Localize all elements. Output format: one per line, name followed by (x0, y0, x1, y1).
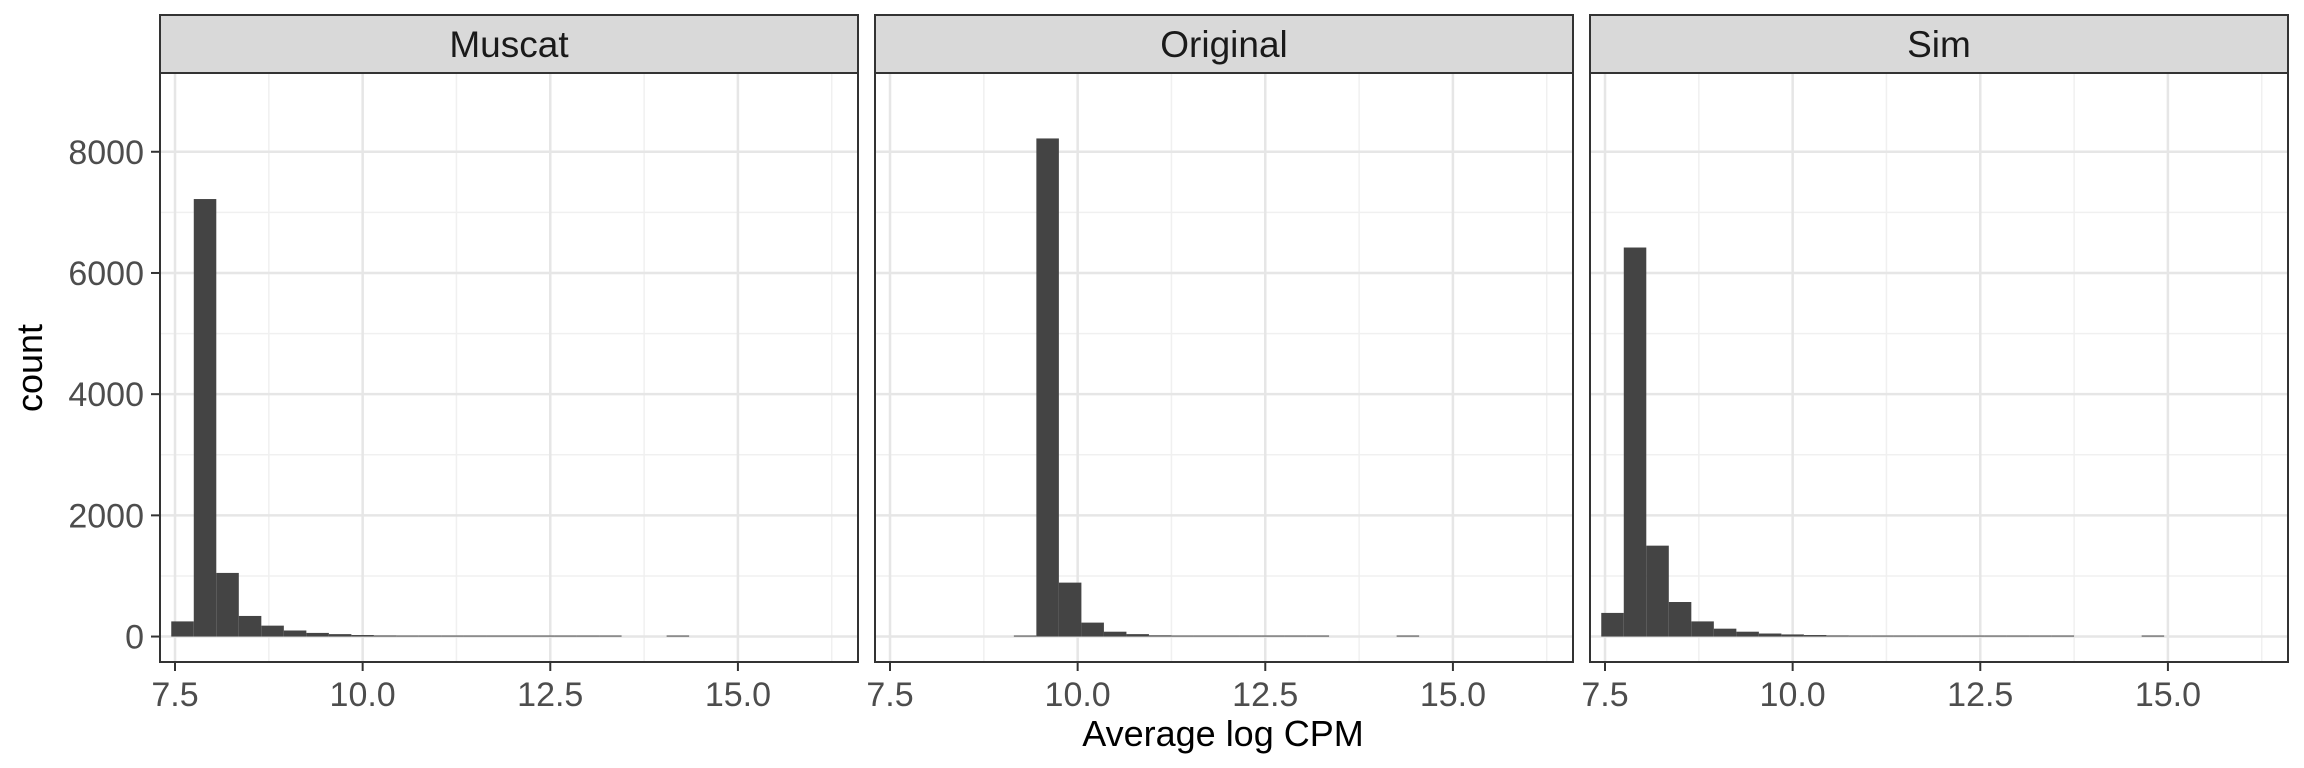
x-tick-label: 12.5 (1232, 676, 1298, 714)
histogram-bar (1848, 635, 1872, 637)
x-tick-label: 7.5 (1581, 676, 1628, 714)
x-tick-label: 15.0 (2135, 676, 2201, 714)
x-tick-label: 7.5 (151, 676, 198, 714)
histogram-bar (351, 635, 374, 637)
histogram-bar (1036, 138, 1059, 637)
histogram-bar (1893, 635, 1917, 637)
histogram-bar (1058, 582, 1082, 637)
histogram-bar (2006, 635, 2030, 637)
histogram-bar (1193, 635, 1217, 637)
facet-strip (874, 14, 1574, 74)
histogram-bar (1216, 635, 1240, 637)
histogram-bar (1601, 612, 1624, 637)
histogram-bar (1781, 634, 1804, 637)
y-tick-label: 0 (125, 619, 144, 657)
histogram-bar (418, 635, 442, 637)
histogram-bar (396, 635, 419, 637)
y-tick-label: 8000 (68, 134, 144, 172)
histogram-bar (576, 635, 600, 637)
histogram-bar (1916, 635, 1939, 637)
histogram-bar (1668, 602, 1692, 637)
facet-panel-sim: Sim 7.5 10.0 12.5 15.0 (1581, 14, 2289, 714)
histogram-bar (328, 634, 352, 637)
histogram-bar (1148, 635, 1172, 637)
histogram-bar (1103, 631, 1127, 637)
facet-strip (1589, 14, 2289, 74)
plot-background (875, 73, 1573, 662)
x-tick-label: 15.0 (705, 676, 771, 714)
histogram-bar (1081, 622, 1104, 637)
x-tick-label: 12.5 (517, 676, 583, 714)
histogram-bar (1691, 621, 1714, 637)
histogram-bar (1126, 634, 1149, 637)
facet-panel-original: Original 7.5 10.0 12.5 15.0 (866, 14, 1574, 714)
histogram-bar (1646, 545, 1669, 637)
histogram-bar (1713, 628, 1737, 637)
histogram-bar (486, 635, 509, 637)
histogram-bar (1171, 635, 1194, 637)
histogram-bar (306, 632, 329, 637)
facet-strip-label: Sim (1907, 24, 1971, 65)
facet-strip-label: Muscat (449, 24, 569, 65)
histogram-bar (373, 635, 397, 637)
plot-background (1590, 73, 2288, 662)
histogram-bar (261, 625, 284, 637)
histogram-bar (2141, 635, 2165, 637)
histogram-bar (1396, 635, 1420, 637)
histogram-bar (599, 635, 622, 637)
histogram-bar (509, 635, 532, 637)
x-tick-label: 10.0 (330, 676, 396, 714)
histogram-bar (2029, 635, 2052, 637)
histogram-bar (463, 635, 487, 637)
x-tick-label: 12.5 (1947, 676, 2013, 714)
histogram-bar (1939, 635, 1962, 637)
y-axis: 0 2000 4000 6000 8000 (68, 134, 160, 657)
histogram-bar (193, 199, 217, 637)
x-tick-label: 7.5 (866, 676, 913, 714)
histogram-bar (1961, 635, 1985, 637)
histogram-bar (531, 635, 555, 637)
x-axis-title: Average log CPM (1082, 713, 1363, 754)
facet-panel-muscat: Muscat 7.5 10.0 12.5 15.0 (151, 14, 859, 714)
histogram-bar (1803, 635, 1827, 637)
histogram-bar (1758, 633, 1782, 637)
facet-strip (159, 14, 859, 74)
histogram-bar (441, 635, 464, 637)
facet-strip-label: Original (1160, 24, 1288, 65)
x-tick-label: 10.0 (1760, 676, 1826, 714)
histogram-bar (1623, 247, 1647, 637)
histogram-bar (216, 572, 239, 637)
histogram-bar (238, 615, 262, 637)
histogram-bar (1871, 635, 1894, 637)
y-axis-title: count (9, 324, 50, 412)
histogram-bar (1306, 635, 1330, 637)
histogram-bar (1239, 635, 1262, 637)
y-tick-label: 4000 (68, 376, 144, 414)
histogram-bar (1736, 631, 1759, 637)
histogram-bar (171, 621, 194, 637)
plot-background (160, 73, 858, 662)
y-tick-label: 2000 (68, 497, 144, 535)
histogram-bar (1826, 635, 1849, 637)
histogram-bar (1013, 635, 1037, 637)
facet-panels: Muscat 7.5 10.0 12.5 15.0 Original 7.5 10.0 12.5… (151, 14, 2289, 714)
histogram-bar (666, 635, 690, 637)
histogram-bar (1284, 635, 1307, 637)
x-tick-label: 10.0 (1045, 676, 1111, 714)
x-tick-label: 15.0 (1420, 676, 1486, 714)
histogram-bar (554, 635, 577, 637)
histogram-bar (1261, 635, 1285, 637)
histogram-bar (283, 630, 307, 637)
histogram-bar (1984, 635, 2007, 637)
y-tick-label: 6000 (68, 255, 144, 293)
histogram-bar (2051, 635, 2075, 637)
